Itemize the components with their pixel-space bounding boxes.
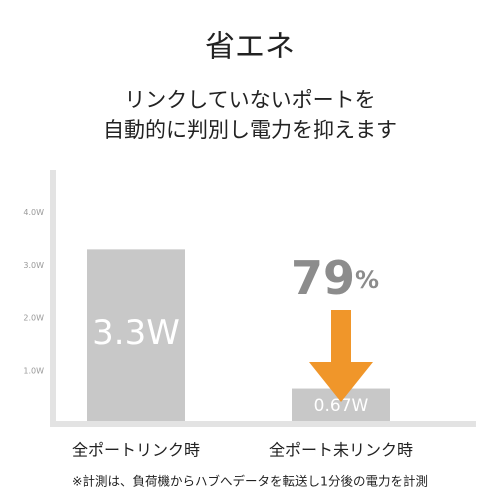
- bar: [87, 249, 185, 421]
- annotation-unit: %: [355, 266, 379, 294]
- subtitle: 自動的に判別し電力を抑えます: [103, 118, 397, 142]
- y-tick-label: 4.0W: [23, 208, 44, 217]
- annotation-number: 79: [291, 251, 355, 305]
- footnote: ※計測は、負荷機からハブへデータを転送し1分後の電力を計測: [72, 474, 428, 489]
- chart-title: 省エネ: [205, 30, 295, 65]
- value-label: 3.3W: [92, 313, 180, 353]
- x-tick-label: 全ポートリンク時: [72, 441, 200, 460]
- arrow: [309, 310, 373, 402]
- y-tick-label: 1.0W: [23, 367, 44, 376]
- value-label: 0.67W: [314, 396, 369, 416]
- y-tick-label: 3.0W: [23, 261, 44, 270]
- subtitle: リンクしていないポートを: [124, 88, 375, 112]
- annotation: 79%: [291, 251, 379, 305]
- x-tick-label: 全ポート未リンク時: [269, 441, 413, 460]
- y-tick-label: 2.0W: [23, 314, 44, 323]
